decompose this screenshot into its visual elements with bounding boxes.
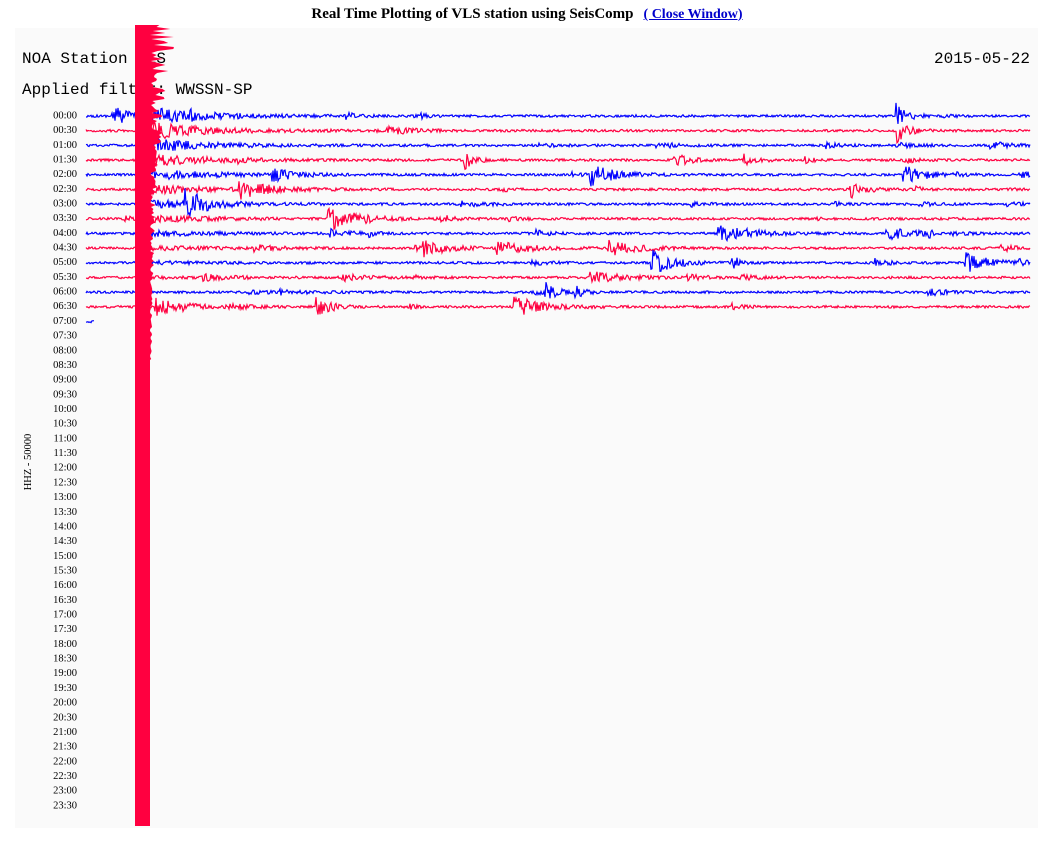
time-label: 10:00	[53, 404, 77, 415]
time-label: 05:30	[53, 272, 77, 283]
trace	[85, 138, 1031, 151]
quake-core	[135, 25, 150, 826]
date: 2015-05-22	[934, 50, 1030, 68]
trace	[85, 271, 1031, 285]
time-label: 03:30	[53, 213, 77, 224]
plot-area	[15, 28, 1038, 828]
time-label: 23:30	[53, 800, 77, 811]
time-label: 15:00	[53, 551, 77, 562]
time-label: 06:00	[53, 287, 77, 298]
time-label: 07:00	[53, 316, 77, 327]
time-label: 02:30	[53, 184, 77, 195]
time-label: 10:30	[53, 419, 77, 430]
time-label: 04:00	[53, 228, 77, 239]
time-label: 02:00	[53, 169, 77, 180]
time-label: 00:30	[53, 125, 77, 136]
time-label: 13:30	[53, 507, 77, 518]
time-label: 08:00	[53, 345, 77, 356]
time-label: 14:00	[53, 521, 77, 532]
trace	[85, 181, 1031, 200]
time-label: 04:30	[53, 243, 77, 254]
time-label: 20:30	[53, 712, 77, 723]
time-label: 23:00	[53, 786, 77, 797]
trace	[85, 206, 1031, 231]
time-label: 01:30	[53, 154, 77, 165]
station: NOA Station VLS	[22, 50, 166, 68]
close-link[interactable]: ( Close Window)	[643, 7, 743, 22]
quake-coda	[150, 25, 174, 360]
time-label: 20:00	[53, 698, 77, 709]
time-label: 13:00	[53, 492, 77, 503]
time-label: 06:30	[53, 301, 77, 312]
trace	[85, 153, 1031, 171]
time-label: 19:00	[53, 668, 77, 679]
time-label: 05:00	[53, 257, 77, 268]
time-label: 14:30	[53, 536, 77, 547]
quake-trace	[135, 25, 174, 826]
trace	[85, 188, 1031, 218]
time-labels: 00:00 00:30 01:00 01:30 02:00 02:30 03:00 03:30…	[53, 110, 77, 811]
time-label: 00:00	[53, 110, 77, 121]
time-label: 18:00	[53, 639, 77, 650]
header: Real Time Plotting of VLS station using …	[0, 6, 1054, 23]
time-label: 15:30	[53, 565, 77, 576]
time-label: 21:30	[53, 742, 77, 753]
time-label: 17:30	[53, 624, 77, 635]
trace	[86, 102, 1031, 124]
trace	[85, 282, 1031, 300]
time-label: 11:00	[53, 433, 77, 444]
time-label: 16:30	[53, 595, 77, 606]
trace	[85, 239, 1031, 258]
time-label: 16:00	[53, 580, 77, 591]
time-label: 12:30	[53, 477, 77, 488]
trace	[85, 122, 1031, 145]
time-label: 18:30	[53, 654, 77, 665]
trace	[85, 250, 1031, 272]
time-label: 09:00	[53, 375, 77, 386]
trace	[85, 225, 1031, 243]
time-label: 01:00	[53, 140, 77, 151]
time-label: 09:30	[53, 389, 77, 400]
traces	[85, 102, 1031, 324]
trace	[85, 166, 1031, 187]
title: Real Time Plotting of VLS station using …	[311, 6, 634, 22]
time-label: 22:00	[53, 756, 77, 767]
time-label: 22:30	[53, 771, 77, 782]
time-label: 11:30	[53, 448, 77, 459]
time-label: 17:00	[53, 610, 77, 621]
trace	[85, 295, 1031, 316]
time-label: 12:00	[53, 463, 77, 474]
time-label: 03:00	[53, 198, 77, 209]
time-label: 08:30	[53, 360, 77, 371]
time-label: 19:30	[53, 683, 77, 694]
axis-label: HHZ - 50000	[23, 434, 34, 491]
trace	[85, 320, 95, 324]
time-label: 07:30	[53, 331, 77, 342]
time-label: 21:00	[53, 727, 77, 738]
